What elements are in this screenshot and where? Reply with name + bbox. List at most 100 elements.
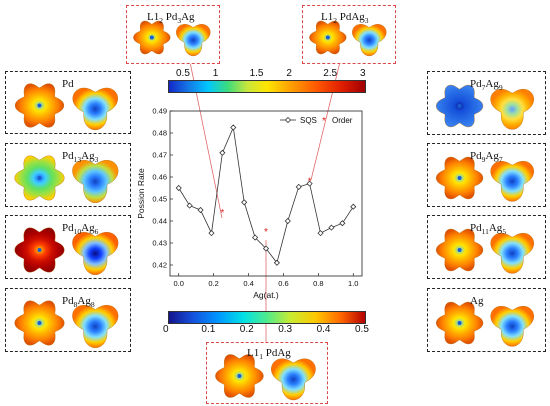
- structure-shape-section: [490, 161, 534, 202]
- sqs-point: [197, 206, 204, 214]
- x-tick-label: 0.2: [208, 279, 218, 288]
- colorbar-bottom-tick: 0.2: [239, 324, 254, 335]
- sqs-point: [262, 245, 270, 252]
- structure-shape-section: [72, 305, 119, 349]
- colorbar-bottom-tick: 0.4: [316, 324, 331, 335]
- structure-center: [37, 176, 42, 180]
- plot-frame: [169, 110, 363, 277]
- structure-center: [37, 103, 42, 108]
- y-tick-label: 0.44: [152, 217, 167, 226]
- sqs-point: [241, 199, 248, 206]
- colorbar-top-tick: 1.5: [249, 68, 264, 79]
- structure-center: [457, 321, 462, 325]
- panel-left-3-label: Pd8Ag8: [62, 295, 95, 310]
- panel-right-2: Pd11Ag5: [427, 215, 546, 279]
- sqs-point: [284, 217, 291, 225]
- panel-bottom-l11-pdag: L11 PdAg: [206, 342, 328, 404]
- sqs-point: [350, 203, 357, 210]
- panel-right-3-label: Ag: [470, 295, 484, 307]
- colorbar-bottom-tick: 0.3: [278, 324, 293, 335]
- order-point: *: [220, 208, 224, 219]
- colorbar-top-tick: 2: [286, 68, 292, 79]
- colorbar-top-tick: 3: [360, 68, 366, 79]
- structure-center: [325, 35, 330, 40]
- colorbar-bottom: [168, 311, 366, 324]
- structure-center: [457, 248, 462, 252]
- sqs-point: [295, 183, 302, 190]
- legend-order-label: Order: [332, 116, 353, 125]
- x-tick-label: 1.0: [348, 279, 358, 288]
- structure-center: [149, 35, 154, 40]
- colorbar-top-tick: 0.5: [176, 68, 190, 79]
- structure-shape-section: [72, 87, 118, 131]
- sqs-point: [317, 230, 324, 237]
- structure-center: [37, 321, 42, 325]
- y-tick-label: 0.49: [152, 107, 167, 116]
- x-tick-label: 0.8: [313, 279, 323, 288]
- structure-shape-section: [271, 358, 316, 401]
- x-axis-label: Ag(at.): [253, 290, 279, 300]
- structure-center: [37, 248, 42, 252]
- sqs-point: [230, 124, 237, 131]
- series-sqs-line: [178, 126, 354, 264]
- colorbar-bottom-tick: 0: [163, 324, 169, 335]
- structure-center: [457, 104, 462, 108]
- panel-top-l12-pd3ag: L12 Pd3Ag: [126, 5, 220, 64]
- y-tick-label: 0.47: [152, 151, 167, 160]
- panel-top-l12-pdag3-label: L12 PdAg3: [321, 11, 369, 26]
- x-tick-label: 0.6: [278, 279, 288, 288]
- panel-right-0: Pd7Ag9: [427, 71, 546, 135]
- sqs-point: [208, 230, 215, 237]
- panel-right-0-label: Pd7Ag9: [470, 78, 503, 93]
- sqs-point: [186, 202, 193, 209]
- x-tick-label: 0.0: [174, 279, 184, 288]
- x-tick-label: 0.4: [243, 279, 253, 288]
- sqs-point: [306, 180, 313, 187]
- structure-shape-section: [490, 306, 534, 347]
- legend-sqs-marker: [284, 116, 292, 124]
- panel-top-l12-pdag3: L12 PdAg3: [302, 5, 396, 64]
- y-tick-label: 0.46: [152, 173, 167, 182]
- panel-right-2-label: Pd11Ag5: [470, 222, 507, 237]
- legend-sqs-label: SQS: [300, 116, 317, 125]
- structure-center: [237, 374, 242, 378]
- colorbar-top-tick: 1: [212, 68, 219, 79]
- panel-bottom-l11-pdag-label: L11 PdAg: [247, 347, 291, 362]
- structure-shape-section: [490, 233, 534, 274]
- colorbar-bottom-tick: 0.5: [355, 324, 369, 335]
- panel-left-2-label: Pd10Ag6: [62, 222, 99, 237]
- panel-top-l12-pd3ag-label: L12 Pd3Ag: [147, 11, 195, 26]
- legend-order-marker: *: [322, 116, 326, 127]
- panel-left-3: Pd8Ag8: [5, 288, 131, 352]
- structure-center: [457, 176, 462, 180]
- order-point: *: [308, 176, 312, 187]
- structure-shape-section: [176, 24, 211, 57]
- sqs-point: [252, 234, 259, 241]
- structure-shape-section: [490, 89, 534, 130]
- sqs-point: [219, 149, 226, 156]
- panel-right-3: Ag: [427, 288, 546, 352]
- y-axis-label: Possion Rate: [136, 168, 146, 219]
- panel-left-1: Pd13Ag3: [5, 143, 131, 207]
- y-tick-label: 0.43: [152, 239, 167, 248]
- order-point: *: [264, 227, 268, 238]
- panel-left-1-label: Pd13Ag3: [62, 150, 99, 165]
- panel-left-0: Pd: [5, 71, 131, 134]
- y-tick-label: 0.48: [152, 129, 167, 138]
- y-tick-label: 0.42: [152, 261, 167, 270]
- sqs-point: [328, 224, 335, 231]
- panel-right-1-label: Pd9Ag7: [470, 150, 503, 165]
- colorbar-bottom-tick: 0.1: [201, 324, 216, 335]
- sqs-point: [339, 220, 346, 227]
- sqs-point: [273, 259, 280, 266]
- colorbar-top: [168, 80, 366, 93]
- structure-shape-section: [72, 232, 119, 276]
- panel-left-2: Pd10Ag6: [5, 215, 131, 279]
- y-tick-label: 0.45: [152, 195, 167, 204]
- colorbar-top-tick: 2.5: [323, 68, 338, 79]
- panel-right-1: Pd9Ag7: [427, 143, 546, 207]
- sqs-point: [175, 184, 182, 192]
- structure-shape-section: [72, 160, 119, 204]
- structure-shape-section: [352, 24, 387, 57]
